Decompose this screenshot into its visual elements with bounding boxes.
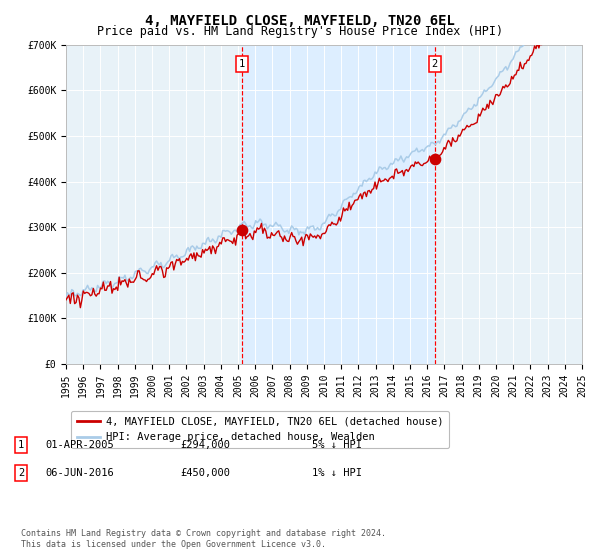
Text: 2: 2 (18, 468, 24, 478)
Text: 06-JUN-2016: 06-JUN-2016 (45, 468, 114, 478)
Text: 1: 1 (239, 59, 245, 69)
Point (238, 226, 247, 235)
Legend: 4, MAYFIELD CLOSE, MAYFIELD, TN20 6EL (detached house), HPI: Average price, deta: 4, MAYFIELD CLOSE, MAYFIELD, TN20 6EL (d… (71, 410, 449, 449)
Text: 5% ↓ HPI: 5% ↓ HPI (312, 440, 362, 450)
Point (430, 155, 440, 164)
Bar (242, 45, 435, 364)
Text: 01-APR-2005: 01-APR-2005 (45, 440, 114, 450)
Text: 1: 1 (18, 440, 24, 450)
Text: £450,000: £450,000 (180, 468, 230, 478)
Text: 2: 2 (431, 59, 438, 69)
Text: 1% ↓ HPI: 1% ↓ HPI (312, 468, 362, 478)
Text: Contains HM Land Registry data © Crown copyright and database right 2024.
This d: Contains HM Land Registry data © Crown c… (21, 529, 386, 549)
Text: £294,000: £294,000 (180, 440, 230, 450)
Text: Price paid vs. HM Land Registry's House Price Index (HPI): Price paid vs. HM Land Registry's House … (97, 25, 503, 38)
Text: 4, MAYFIELD CLOSE, MAYFIELD, TN20 6EL: 4, MAYFIELD CLOSE, MAYFIELD, TN20 6EL (145, 14, 455, 28)
